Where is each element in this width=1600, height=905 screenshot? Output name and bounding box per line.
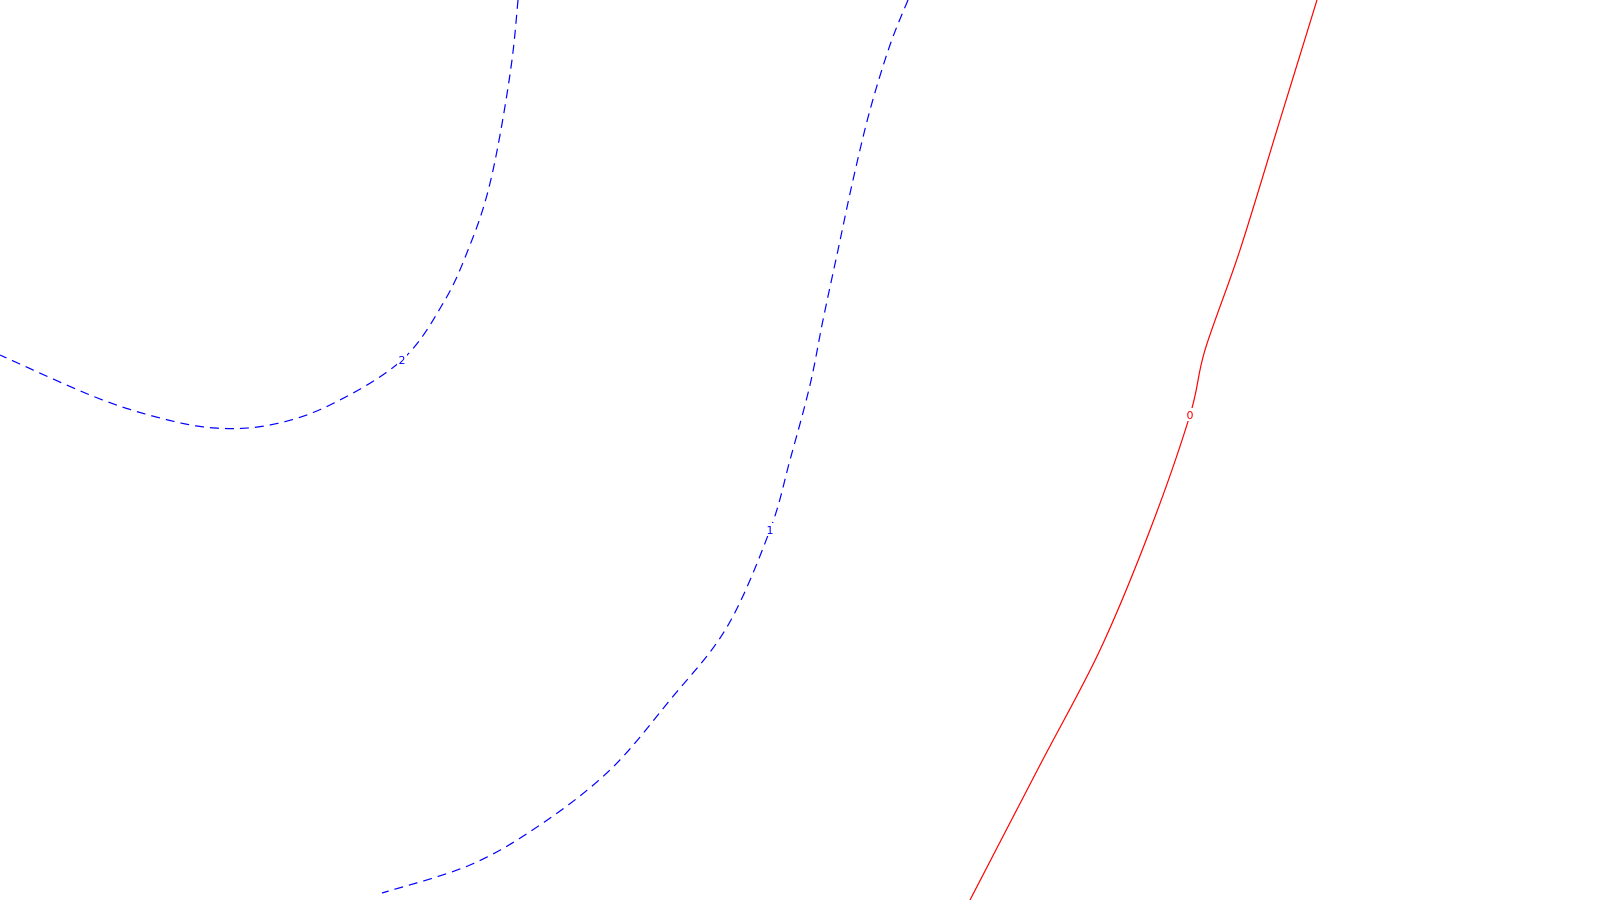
contour-label-bg-0: [1185, 408, 1195, 421]
contour-label-0: 0: [1187, 409, 1194, 422]
contour-label-bg-2: [397, 353, 407, 366]
contour-label-bg-1: [765, 523, 775, 536]
contour-lines: [0, 0, 1318, 901]
contour-labels: 2 1 0: [397, 353, 1195, 537]
contour-line-1: [381, 0, 909, 894]
contour-label-2: 2: [399, 354, 406, 367]
contour-line-0: [969, 0, 1318, 901]
contour-label-1: 1: [767, 524, 774, 537]
contour-line-2: [0, 0, 519, 430]
